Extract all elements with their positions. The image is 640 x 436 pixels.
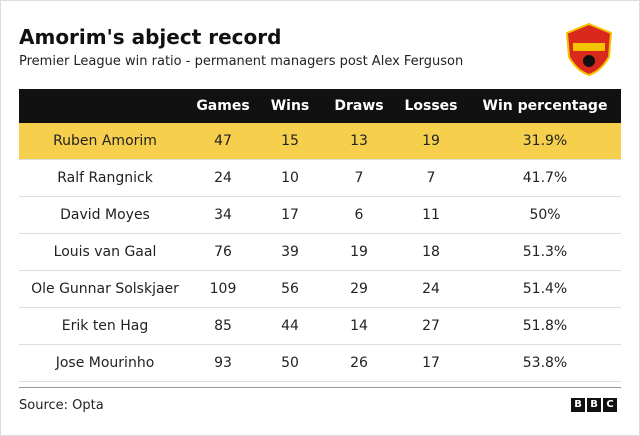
source: Source: Opta <box>19 398 104 413</box>
manager-name: Ole Gunnar Solskjaer <box>31 281 179 297</box>
cell: 6 <box>354 207 364 223</box>
cell: 13 <box>350 133 368 149</box>
cell: 51.3% <box>522 244 568 260</box>
manager-name: Ruben Amorim <box>53 133 157 149</box>
table-row: Ole Gunnar Solskjaer 109 56 29 24 51.4% <box>19 271 621 308</box>
club-crest <box>565 22 613 77</box>
cell: 27 <box>422 318 440 334</box>
table-row: Ralf Rangnick 24 10 7 7 41.7% <box>19 160 621 197</box>
cell: 31.9% <box>522 133 568 149</box>
subtitle: Premier League win ratio - permanent man… <box>19 54 464 69</box>
header-row: Games Wins Draws Losses Win percentage <box>19 89 621 123</box>
table: Games Wins Draws Losses Win percentage Ruben … <box>19 89 621 382</box>
cell: 26 <box>350 355 368 371</box>
cell: 34 <box>214 207 232 223</box>
cell: 15 <box>281 133 299 149</box>
title: Amorim's abject record <box>19 25 282 49</box>
cell: 7 <box>354 170 364 186</box>
table-row: David Moyes 34 17 6 11 50% <box>19 197 621 234</box>
cell: 19 <box>422 133 440 149</box>
cell: 56 <box>281 281 299 297</box>
cell: 50 <box>281 355 299 371</box>
cell: 50% <box>529 207 561 223</box>
table-row: Ruben Amorim 47 15 13 19 31.9% <box>19 123 621 160</box>
manager-name: Louis van Gaal <box>53 244 157 260</box>
cell: 14 <box>350 318 368 334</box>
cell: 24 <box>214 170 232 186</box>
cell: 53.8% <box>522 355 568 371</box>
cell: 39 <box>281 244 299 260</box>
manager-name: David Moyes <box>60 207 150 223</box>
brand-letter: B <box>587 398 601 412</box>
cell: 29 <box>350 281 368 297</box>
header-cell: Games <box>196 98 250 114</box>
cell: 51.4% <box>522 281 568 297</box>
cell: 18 <box>422 244 440 260</box>
header-cell: Win percentage <box>482 98 608 114</box>
cell: 19 <box>350 244 368 260</box>
cell: 47 <box>214 133 232 149</box>
brand-letter: C <box>603 398 617 412</box>
cell: 93 <box>214 355 232 371</box>
header-cell: Losses <box>404 98 458 114</box>
cell: 7 <box>426 170 436 186</box>
cell: 76 <box>214 244 232 260</box>
cell: 17 <box>281 207 299 223</box>
header-cell: Wins <box>270 98 310 114</box>
cell: 17 <box>422 355 440 371</box>
cell: 44 <box>281 318 299 334</box>
manager-name: Jose Mourinho <box>55 355 155 371</box>
cell: 51.8% <box>522 318 568 334</box>
cell: 24 <box>422 281 440 297</box>
cell: 11 <box>422 207 440 223</box>
cell: 10 <box>281 170 299 186</box>
cell: 85 <box>214 318 232 334</box>
cell: 109 <box>209 281 237 297</box>
manager-name: Ralf Rangnick <box>57 170 153 186</box>
cell: 41.7% <box>522 170 568 186</box>
table-row: Jose Mourinho 93 50 26 17 53.8% <box>19 345 621 382</box>
manager-name: Erik ten Hag <box>61 318 149 334</box>
table-row: Erik ten Hag 85 44 14 27 51.8% <box>19 308 621 345</box>
header-cell: Draws <box>334 98 384 114</box>
brand-letter: B <box>571 398 585 412</box>
table-row: Louis van Gaal 76 39 19 18 51.3% <box>19 234 621 271</box>
